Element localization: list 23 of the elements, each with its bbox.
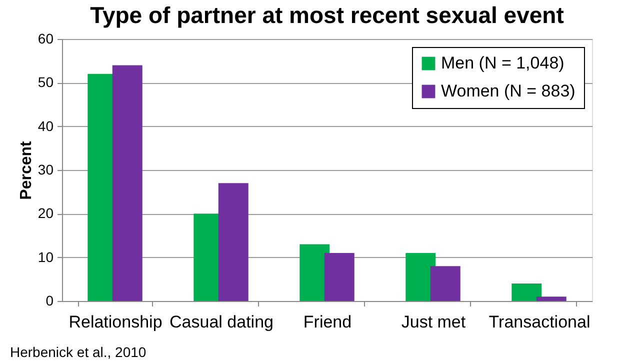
x-tick-label: Just met <box>401 312 466 332</box>
x-tick-label: Transactional <box>488 312 590 332</box>
y-tick-label: 20 <box>38 205 54 222</box>
bar <box>324 252 354 301</box>
bar <box>430 266 460 301</box>
bar <box>512 284 542 301</box>
y-tick-label: 50 <box>38 74 54 90</box>
chart-title: Type of partner at most recent sexual event <box>90 2 564 28</box>
text: Herbenick et al., 2010 <box>10 344 146 360</box>
y-tick-label: 60 <box>38 30 54 46</box>
legend-label: Women (N = 883) <box>441 82 576 100</box>
x-tick-label: Relationship <box>68 312 162 332</box>
bar <box>112 65 142 301</box>
legend-label: Men (N = 1,048) <box>441 54 564 72</box>
bar <box>536 296 566 301</box>
y-tick-label: 0 <box>46 292 54 308</box>
x-tick-label: Casual dating <box>170 312 274 332</box>
y-tick-label: 40 <box>38 118 54 134</box>
x-tick-label: Friend <box>303 312 352 332</box>
y-tick-label: 30 <box>38 162 54 178</box>
y-axis-title: Percent <box>18 140 35 200</box>
y-tick-label: 10 <box>38 248 54 265</box>
bar <box>218 183 248 301</box>
